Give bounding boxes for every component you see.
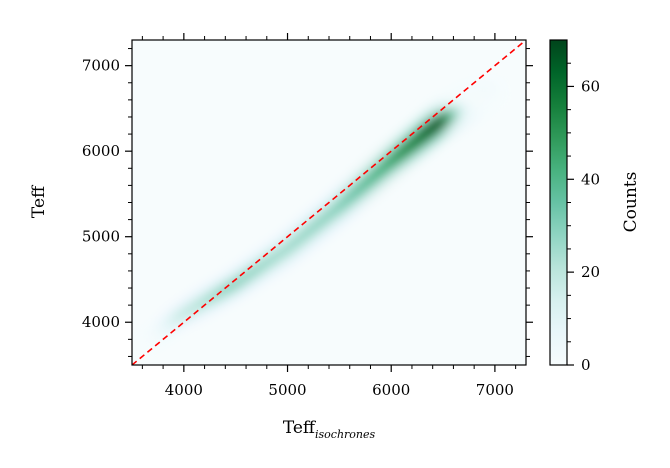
- colorbar-tick-label: 0: [581, 356, 591, 374]
- x-axis-label: Teffisochrones: [283, 418, 376, 441]
- one-to-one-reference-line: [132, 40, 526, 365]
- x-tick-label: 7000: [476, 381, 514, 399]
- y-tick-label: 4000: [82, 313, 120, 331]
- colorbar-tick-label: 40: [581, 170, 600, 188]
- y-tick-label: 6000: [82, 142, 120, 160]
- colorbar: [549, 39, 568, 366]
- x-tick-label: 6000: [372, 381, 410, 399]
- x-axis-label-subscript: isochrones: [315, 428, 376, 441]
- y-tick-label: 5000: [82, 228, 120, 246]
- colorbar-label: Counts: [621, 172, 641, 233]
- x-axis-ticks: 4000 5000 6000 7000: [141, 33, 517, 399]
- density-map: [132, 72, 519, 365]
- y-axis-label: Teff: [29, 184, 49, 218]
- colorbar-tick-label: 60: [581, 77, 600, 95]
- x-tick-label: 4000: [165, 381, 203, 399]
- x-tick-label: 5000: [268, 381, 306, 399]
- y-tick-label: 7000: [82, 57, 120, 75]
- colorbar-tick-label: 20: [581, 263, 600, 281]
- y-axis-ticks: 4000 5000 6000 7000: [82, 48, 533, 357]
- density-blob: [464, 95, 485, 105]
- colorbar-ticks: 0 20 40 60: [567, 62, 600, 374]
